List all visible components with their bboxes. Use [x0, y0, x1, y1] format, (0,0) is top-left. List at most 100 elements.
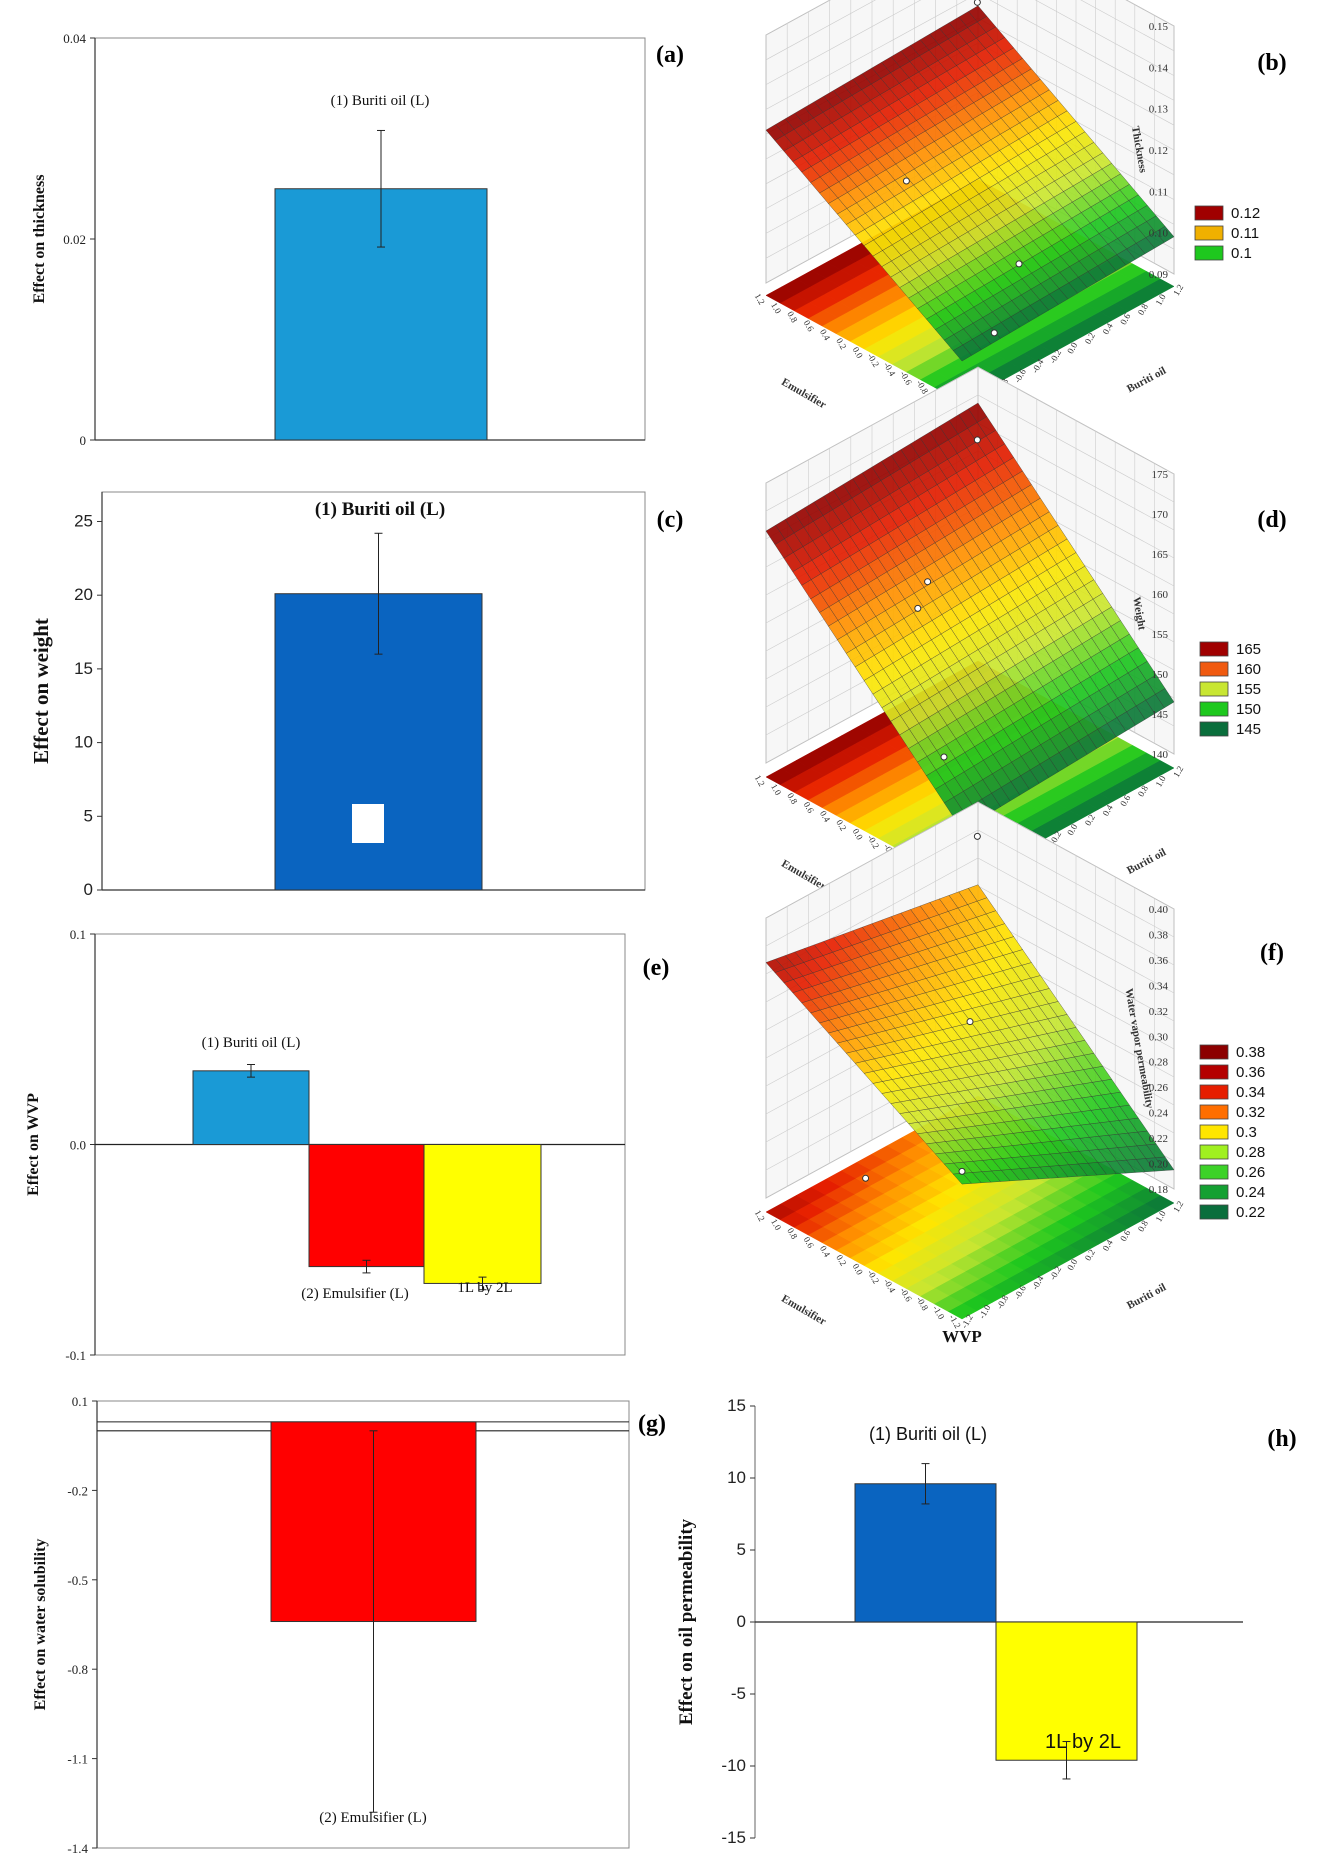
- z-tick-label: 175: [1152, 469, 1169, 481]
- z-tick-label: 170: [1152, 509, 1169, 521]
- legend-swatch: [1199, 1124, 1229, 1140]
- white-marker: [352, 804, 384, 843]
- panel-label: (a): [656, 42, 684, 68]
- surface-chart-f: 0.18 0.20 0.22 0.24 0.26 0.28 0.30 0.32 0.34 0.36…: [753, 801, 1284, 1346]
- grid-line: [765, 0, 831, 36]
- x-tick-label: 1.2: [753, 773, 767, 788]
- grid-line: [765, 801, 979, 919]
- bar-label: 1L by 2L: [457, 1280, 512, 1296]
- y-tick-label: -1.1: [67, 1752, 88, 1767]
- legend-swatch: [1199, 661, 1229, 677]
- bar-label: (2) Emulsifier (L): [301, 1286, 408, 1302]
- z-tick-label: 0.36: [1149, 955, 1169, 967]
- legend-label: 145: [1236, 721, 1261, 738]
- panel-label: (d): [1257, 507, 1286, 533]
- legend-swatch: [1199, 641, 1229, 657]
- z-tick-label: 0.28: [1149, 1057, 1169, 1069]
- y-tick-label: 15: [727, 1396, 746, 1415]
- data-point: [914, 604, 922, 612]
- y-tick-label: -5: [731, 1684, 746, 1703]
- bar-label: (1) Buriti oil (L): [315, 499, 445, 520]
- bar-label: (1) Buriti oil (L): [331, 93, 430, 109]
- grid-line: [977, 422, 1175, 531]
- legend-swatch: [1199, 1064, 1229, 1080]
- panel-label: (g): [638, 1411, 666, 1437]
- y-tick-label: -0.8: [67, 1662, 88, 1677]
- z-tick-label: 150: [1152, 669, 1169, 681]
- grid-line: [765, 829, 979, 947]
- panel-label: (h): [1267, 1426, 1296, 1452]
- bar: [995, 1621, 1138, 1761]
- grid-line: [977, 913, 1175, 1022]
- legend-label: 160: [1236, 661, 1261, 678]
- grid-line: [765, 0, 876, 61]
- x-axis-title: Emulsifier: [779, 1293, 828, 1328]
- z-tick-label: 0.09: [1149, 269, 1169, 281]
- y-tick-label: 10: [727, 1468, 746, 1487]
- y-tick-label: -1.4: [67, 1841, 88, 1855]
- z-tick-label: 0.22: [1149, 1133, 1168, 1145]
- y-tick-label: -10: [721, 1756, 746, 1775]
- legend-swatch: [1194, 225, 1224, 241]
- data-point: [902, 177, 910, 185]
- y-tick-label: -0.2: [67, 1483, 88, 1498]
- z-tick-label: 155: [1152, 629, 1169, 641]
- x-tick-label: 0.2: [834, 336, 848, 351]
- data-point: [990, 329, 998, 337]
- z-tick-label: 0.40: [1149, 904, 1169, 916]
- grid-line: [765, 394, 979, 512]
- legend-label: 150: [1236, 701, 1261, 718]
- legend-swatch: [1199, 681, 1229, 697]
- data-point: [973, 832, 981, 840]
- y-tick-label: 0: [80, 433, 87, 448]
- legend-label: 165: [1236, 641, 1261, 658]
- y-tick-label: 0.1: [70, 927, 86, 942]
- surface-chart-b: 0.090.100.110.120.130.140.151.21.00.80.6…: [753, 0, 1287, 434]
- legend-label: 0.32: [1236, 1104, 1265, 1121]
- grid-line: [977, 17, 1175, 126]
- bar-chart-c: 0 5 10 15 20 25 (1) Buriti oil (L) Effect on we…: [29, 491, 683, 899]
- grid-line: [977, 829, 1175, 938]
- legend-label: 0.26: [1236, 1164, 1265, 1181]
- y-tick-label: 25: [74, 511, 93, 530]
- surface-title: WVP: [942, 1327, 982, 1346]
- x-tick-label: 0.2: [834, 1253, 848, 1268]
- legend-label: 0.3: [1236, 1124, 1257, 1141]
- data-point: [940, 753, 948, 761]
- y-tick-label: 0.0: [70, 1138, 86, 1153]
- y-tick-label: 0.02: [63, 232, 86, 247]
- y-axis-label: Effect on weight: [29, 618, 53, 764]
- legend-swatch: [1199, 721, 1229, 737]
- y-axis-title: Buriti oil: [1125, 846, 1168, 877]
- z-axis-title: Weight: [1130, 596, 1148, 632]
- data-point: [966, 1018, 974, 1026]
- y-tick-label: 0: [737, 1612, 746, 1631]
- bar: [308, 1144, 425, 1268]
- legend-swatch: [1199, 1104, 1229, 1120]
- y-tick-label: 0.04: [63, 31, 86, 46]
- y-axis-label: Effect on water solubility: [32, 1539, 49, 1711]
- panel-label: (b): [1257, 50, 1286, 76]
- bar: [854, 1483, 997, 1623]
- z-tick-label: 160: [1152, 589, 1169, 601]
- x-axis-title: Emulsifier: [779, 376, 828, 411]
- z-tick-label: 0.13: [1149, 104, 1169, 116]
- surface-cell: [968, 5, 988, 23]
- z-tick-label: 140: [1152, 749, 1169, 761]
- bar-chart-h: -15 -10 -5 0 5 10 15 (1) Buriti oil (L) 1L by 2L…: [676, 1396, 1297, 1847]
- y-tick-label: 5: [737, 1540, 746, 1559]
- y-tick-label: 1.2: [1171, 764, 1185, 779]
- grid-line: [1034, 0, 1175, 76]
- bar-label: 1L by 2L: [1045, 1731, 1121, 1753]
- y-tick-label: 5: [84, 806, 93, 825]
- x-tick-label: 0.2: [834, 818, 848, 833]
- legend-label: 0.28: [1236, 1144, 1265, 1161]
- surface-chart-d: 1401451501551601651701751.21.00.80.60.40…: [753, 366, 1287, 909]
- z-tick-label: 0.20: [1149, 1159, 1169, 1171]
- data-point: [958, 1167, 966, 1175]
- bar-label: (1) Buriti oil (L): [869, 1424, 987, 1444]
- panel-label: (e): [643, 955, 670, 981]
- legend-label: 0.38: [1236, 1044, 1265, 1061]
- surface-cell: [968, 884, 988, 902]
